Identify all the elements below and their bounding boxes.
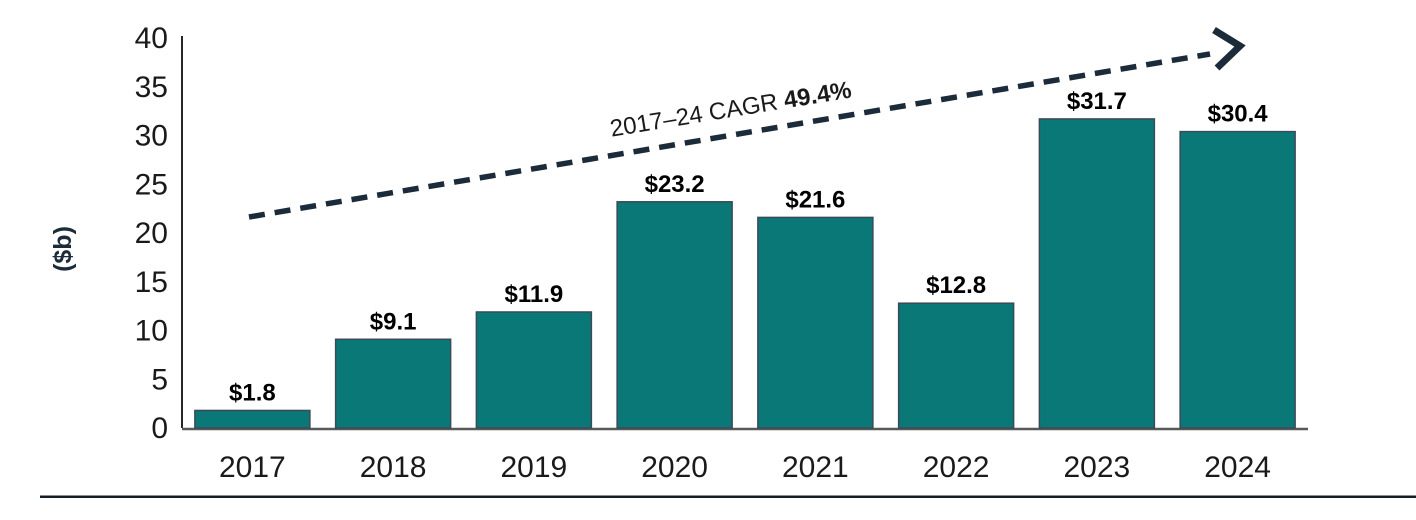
cagr-annotation-value: 49.4% [782,77,854,115]
bar-value-label: $21.6 [785,186,845,213]
x-tick-label: 2019 [501,451,568,484]
bar-chart-figure: 0 5 10 15 20 25 30 35 40 $1.8 2017 $9.1 2018 $11.9 201… [40,16,1416,504]
bar-2021 [757,216,874,429]
bar-value-label: $31.7 [1067,88,1127,115]
x-tick-label: 2018 [360,451,427,484]
bar-value-label: $30.4 [1208,101,1269,128]
y-tick-label: 10 [135,315,168,348]
bar-value-label: $1.8 [229,379,276,406]
y-tick-label: 15 [135,266,168,299]
bar-value-label: $12.8 [926,272,986,299]
y-tick-label: 40 [135,22,168,55]
bar-value-label: $9.1 [370,308,417,335]
y-tick-label: 35 [135,71,168,104]
bar-2020 [616,201,733,429]
cagr-trend-arrow-line [248,51,1211,220]
x-tick-label: 2021 [782,451,849,484]
x-tick-label: 2023 [1064,451,1131,484]
bar-value-label: $23.2 [645,171,705,198]
bar-2023 [1038,118,1156,429]
cagr-trend-arrowhead [1212,27,1246,71]
x-tick-label: 2017 [219,451,286,484]
bar-2024 [1179,130,1296,429]
y-tick-label: 25 [135,168,168,201]
bar-2018 [334,338,452,429]
y-tick-label: 20 [135,217,168,250]
bar-2022 [897,302,1015,429]
cagr-annotation: 2017–24 CAGR 49.4% [608,77,853,143]
bottom-rule [40,495,1416,498]
bar-2019 [475,311,593,429]
chart-canvas: 0 5 10 15 20 25 30 35 40 $1.8 2017 $9.1 2018 $11.9 201… [40,22,1416,498]
y-tick-label: 5 [151,363,168,396]
bar-value-label: $11.9 [505,281,564,308]
x-tick-label: 2022 [923,451,990,484]
y-tick-label: 0 [151,412,168,445]
cagr-annotation-prefix: 2017–24 CAGR [608,88,786,143]
y-tick-label: 30 [135,120,168,153]
x-tick-label: 2024 [1204,451,1271,484]
y-axis-title: ($b) [49,226,77,272]
bar-2017 [194,409,311,429]
x-tick-label: 2020 [641,451,708,484]
